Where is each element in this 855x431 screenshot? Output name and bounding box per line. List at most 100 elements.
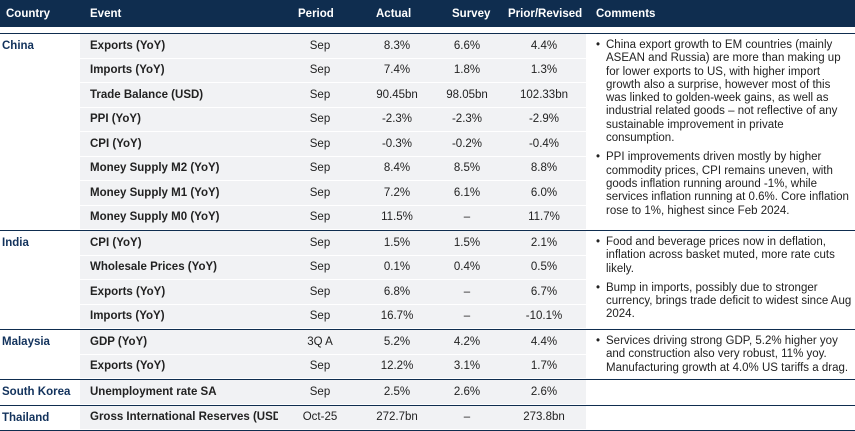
event: Wholesale Prices (YoY) <box>80 255 278 280</box>
country: Malaysia <box>2 336 50 349</box>
comment: PPI improvements driven mostly by higher… <box>596 151 852 217</box>
value-cell: 6.7% <box>502 280 586 305</box>
event: Money Supply M2 (YoY) <box>80 156 278 181</box>
value-cell: Sep <box>278 107 362 132</box>
value-cell: Sep <box>278 83 362 108</box>
value-cell: 4.4% <box>502 34 586 59</box>
group-rule <box>0 329 855 330</box>
value-cell: 6.0% <box>502 181 586 206</box>
value-cell: 6.6% <box>432 34 502 59</box>
value-cell: Sep <box>278 280 362 305</box>
value-cell: Sep <box>278 181 362 206</box>
value-cell: 102.33bn <box>502 83 586 108</box>
value-cell: Oct-25 <box>278 405 362 430</box>
header-cell: Prior/Revised <box>502 0 586 27</box>
event: Unemployment rate SA <box>80 380 278 405</box>
country: India <box>2 237 29 250</box>
value-cell: 5.2% <box>362 330 432 355</box>
event: Exports (YoY) <box>80 354 278 379</box>
header-cell: Country <box>0 0 80 27</box>
event: CPI (YoY) <box>80 132 278 157</box>
value-cell: 2.6% <box>502 380 586 405</box>
value-cell: Sep <box>278 34 362 59</box>
value-cell: 3.1% <box>432 354 502 379</box>
value-cell: Sep <box>278 304 362 329</box>
value-cell: 1.3% <box>502 58 586 83</box>
comment: Bump in imports, possibly due to stronge… <box>596 282 852 322</box>
value-cell: 3Q A <box>278 330 362 355</box>
value-cell: 6.8% <box>362 280 432 305</box>
value-cell: 273.8bn <box>502 405 586 430</box>
value-cell: Sep <box>278 58 362 83</box>
value-cell: 1.5% <box>362 231 432 256</box>
value-cell: 2.1% <box>502 231 586 256</box>
value-cell: 7.4% <box>362 58 432 83</box>
value-cell: -2.3% <box>362 107 432 132</box>
group-rule <box>0 404 855 406</box>
value-cell: Sep <box>278 255 362 280</box>
group-rule <box>0 230 855 231</box>
event: Money Supply M0 (YoY) <box>80 205 278 230</box>
country: South Korea <box>2 386 71 399</box>
value-cell: -0.3% <box>362 132 432 157</box>
value-cell: 1.5% <box>432 231 502 256</box>
comment: Food and beverage prices now in deflatio… <box>596 236 852 276</box>
header-cell: Actual <box>362 0 432 27</box>
event: CPI (YoY) <box>80 231 278 256</box>
value-cell: Sep <box>278 156 362 181</box>
value-cell: – <box>432 280 502 305</box>
event: PPI (YoY) <box>80 107 278 132</box>
event: Imports (YoY) <box>80 304 278 329</box>
header-cell: Comments <box>586 0 855 27</box>
value-cell: 12.2% <box>362 354 432 379</box>
value-cell: Sep <box>278 205 362 230</box>
rule <box>0 33 855 34</box>
comments: Services driving strong GDP, 5.2% higher… <box>596 335 852 381</box>
value-cell: Sep <box>278 354 362 379</box>
value-cell: 7.2% <box>362 181 432 206</box>
value-cell: 98.05bn <box>432 83 502 108</box>
value-cell: – <box>432 304 502 329</box>
group-rule <box>0 379 855 380</box>
comment: China export growth to EM countries (mai… <box>596 39 852 145</box>
value-cell: 4.2% <box>432 330 502 355</box>
event: Exports (YoY) <box>80 280 278 305</box>
comments: Food and beverage prices now in deflatio… <box>596 236 852 328</box>
value-cell: -10.1% <box>502 304 586 329</box>
value-cell: 0.4% <box>432 255 502 280</box>
value-cell: 11.5% <box>362 205 432 230</box>
value-cell: – <box>432 205 502 230</box>
value-cell: -0.4% <box>502 132 586 157</box>
event: Trade Balance (USD) <box>80 83 278 108</box>
value-cell: 1.7% <box>502 354 586 379</box>
value-cell: 8.3% <box>362 34 432 59</box>
value-cell: Sep <box>278 132 362 157</box>
event: Gross International Reserves (USD) <box>80 405 285 430</box>
value-cell: 8.8% <box>502 156 586 181</box>
event: Imports (YoY) <box>80 58 278 83</box>
header-cell: Period <box>278 0 362 27</box>
header-cell: Event <box>80 0 278 27</box>
value-cell: 8.5% <box>432 156 502 181</box>
comment: Services driving strong GDP, 5.2% higher… <box>596 335 852 375</box>
value-cell: 2.6% <box>432 380 502 405</box>
country: China <box>2 40 34 53</box>
header-cell: Survey <box>432 0 502 27</box>
value-cell: 11.7% <box>502 205 586 230</box>
value-cell: 16.7% <box>362 304 432 329</box>
value-cell: 4.4% <box>502 330 586 355</box>
event: GDP (YoY) <box>80 330 278 355</box>
value-cell: 272.7bn <box>362 405 432 430</box>
event: Exports (YoY) <box>80 34 278 59</box>
value-cell: 8.4% <box>362 156 432 181</box>
country: Thailand <box>2 411 50 424</box>
value-cell: Sep <box>278 231 362 256</box>
value-cell: – <box>432 405 502 430</box>
value-cell: -0.2% <box>432 132 502 157</box>
value-cell: -2.3% <box>432 107 502 132</box>
value-cell: -2.9% <box>502 107 586 132</box>
value-cell: 6.1% <box>432 181 502 206</box>
value-cell: 0.1% <box>362 255 432 280</box>
value-cell: 1.8% <box>432 58 502 83</box>
